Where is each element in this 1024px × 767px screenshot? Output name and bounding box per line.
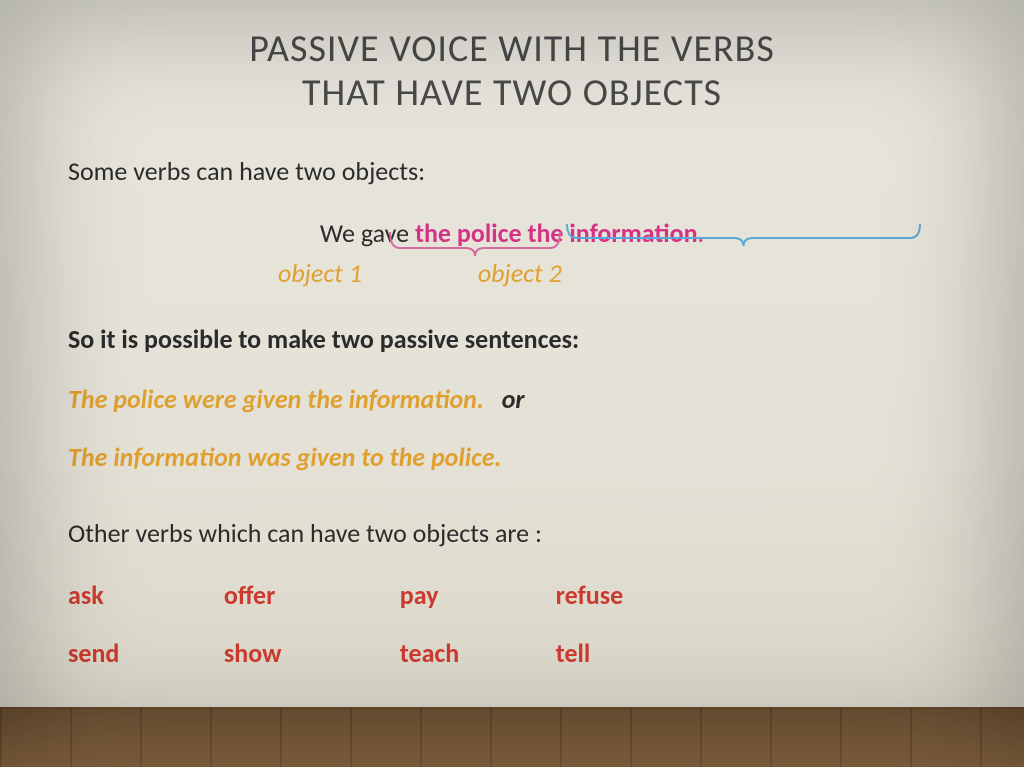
slide-body: Some verbs can have two objects: We gave… xyxy=(48,155,976,669)
title-line-1: PASSIVE VOICE WITH THE VERBS xyxy=(249,26,775,72)
possible-text: So it is possible to make two passive se… xyxy=(68,323,976,355)
verb-offer: offer xyxy=(224,579,394,611)
slide: PASSIVE VOICE WITH THE VERBS THAT HAVE T… xyxy=(0,0,1024,767)
example-sentence: We gave the police the information. xyxy=(48,217,976,249)
example-prefix: We gave xyxy=(320,217,415,249)
example-suffix: . xyxy=(698,217,705,249)
slide-title: PASSIVE VOICE WITH THE VERBS THAT HAVE T… xyxy=(48,28,976,115)
verb-teach: teach xyxy=(400,637,550,669)
verb-refuse: refuse xyxy=(556,579,624,611)
example-object-2: the information xyxy=(527,217,697,249)
passive-sentence-1-text: The police were given the information. xyxy=(68,383,484,415)
verbs-row-2: send show teach tell xyxy=(68,637,976,669)
label-object-1: object 1 xyxy=(278,257,362,289)
title-line-2: THAT HAVE TWO OBJECTS xyxy=(302,70,722,116)
verb-tell: tell xyxy=(556,637,591,669)
passive-sentence-2: The information was given to the police. xyxy=(68,441,976,473)
other-verbs-intro: Other verbs which can have two objects a… xyxy=(68,517,976,549)
label-object-2: object 2 xyxy=(478,257,562,289)
object-labels: object 1 object 2 xyxy=(278,257,976,289)
verbs-row-1: ask offer pay refuse xyxy=(68,579,976,611)
intro-text: Some verbs can have two objects: xyxy=(68,155,976,187)
verb-pay: pay xyxy=(400,579,550,611)
wood-floor xyxy=(0,707,1024,767)
verb-send: send xyxy=(68,637,218,669)
verb-show: show xyxy=(224,637,394,669)
passive-sentence-1: The police were given the information. o… xyxy=(68,383,976,415)
verb-ask: ask xyxy=(68,579,218,611)
or-word: or xyxy=(502,383,525,415)
example-object-1: the police xyxy=(415,217,522,249)
